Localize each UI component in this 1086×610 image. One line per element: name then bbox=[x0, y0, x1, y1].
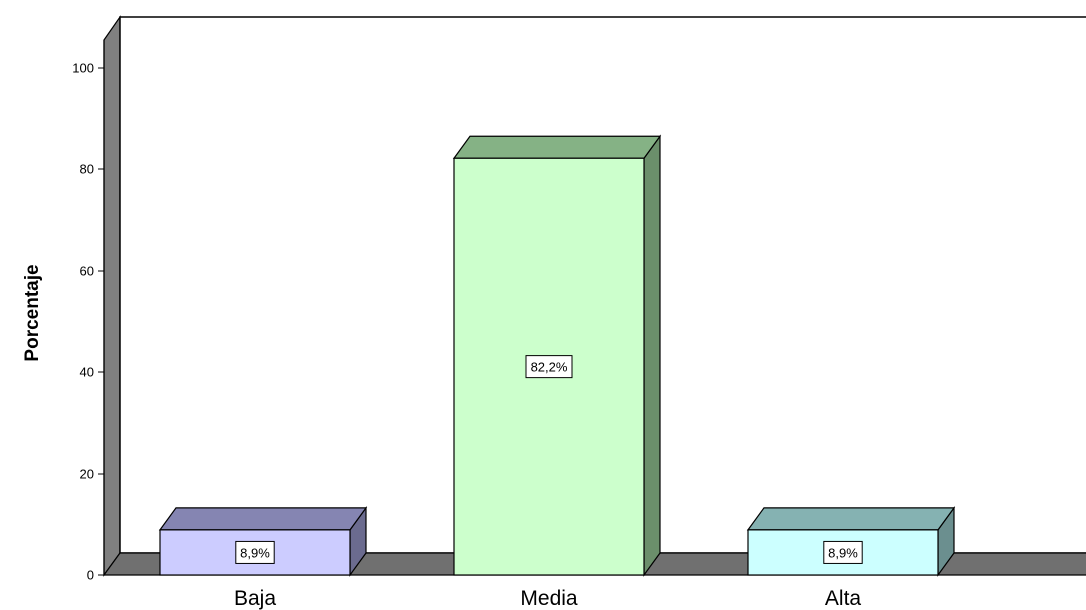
y-tick-60: 60 bbox=[80, 264, 104, 279]
x-tick-label-media: Media bbox=[520, 587, 578, 610]
data-label-alta: 8,9% bbox=[828, 545, 858, 560]
bar-group-0: 8,9% Baja bbox=[158, 506, 368, 610]
x-tick-label-baja: Baja bbox=[234, 587, 276, 610]
data-label-box-alta bbox=[823, 540, 863, 564]
data-label-box-baja bbox=[235, 540, 275, 564]
y-tick-label: 20 bbox=[80, 467, 94, 482]
bar-top-media bbox=[452, 135, 662, 159]
y-tick-label: 60 bbox=[80, 264, 94, 279]
data-label-media: 82,2% bbox=[531, 360, 568, 375]
y-tick-label: 80 bbox=[80, 162, 94, 177]
y-tick-100: 100 bbox=[72, 61, 104, 76]
bar-side-media bbox=[643, 134, 661, 577]
data-label-box-media bbox=[525, 355, 573, 379]
bar-group-1: 82,2% Media bbox=[452, 134, 662, 610]
y-tick-label: 40 bbox=[80, 365, 94, 380]
bar-group-2: 8,9% Alta bbox=[746, 506, 956, 610]
bar-top-baja bbox=[158, 507, 368, 531]
x-tick-label-alta: Alta bbox=[825, 587, 862, 610]
y-axis: 0 20 40 60 80 100 bbox=[72, 61, 104, 583]
y-axis-title: Porcentaje bbox=[22, 264, 43, 361]
y-tick-40: 40 bbox=[80, 365, 104, 380]
bar-top-alta bbox=[746, 507, 956, 531]
y-tick-label: 100 bbox=[72, 61, 94, 76]
y-tick-0: 0 bbox=[87, 568, 104, 583]
left-wall bbox=[103, 15, 121, 577]
y-tick-label: 0 bbox=[87, 568, 94, 583]
data-label-baja: 8,9% bbox=[240, 545, 270, 560]
y-tick-80: 80 bbox=[80, 162, 104, 177]
y-tick-20: 20 bbox=[80, 467, 104, 482]
